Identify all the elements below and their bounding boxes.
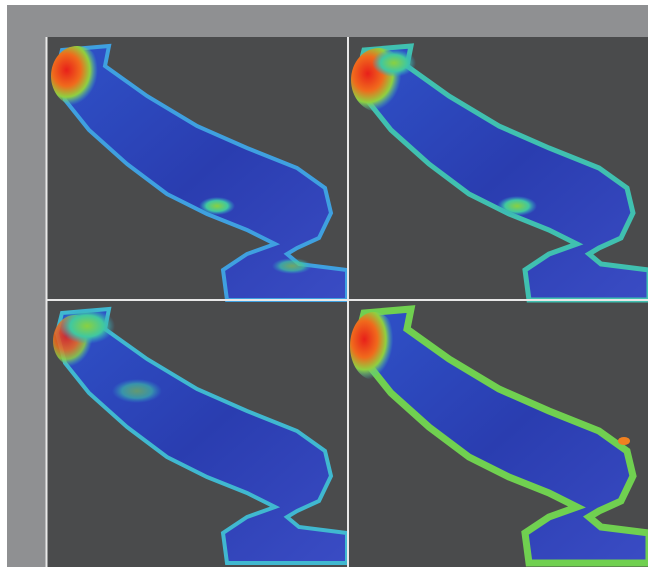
map-panel	[53, 307, 349, 565]
map-panel	[351, 46, 648, 300]
map-panel	[350, 309, 648, 563]
map-panel	[51, 44, 349, 302]
